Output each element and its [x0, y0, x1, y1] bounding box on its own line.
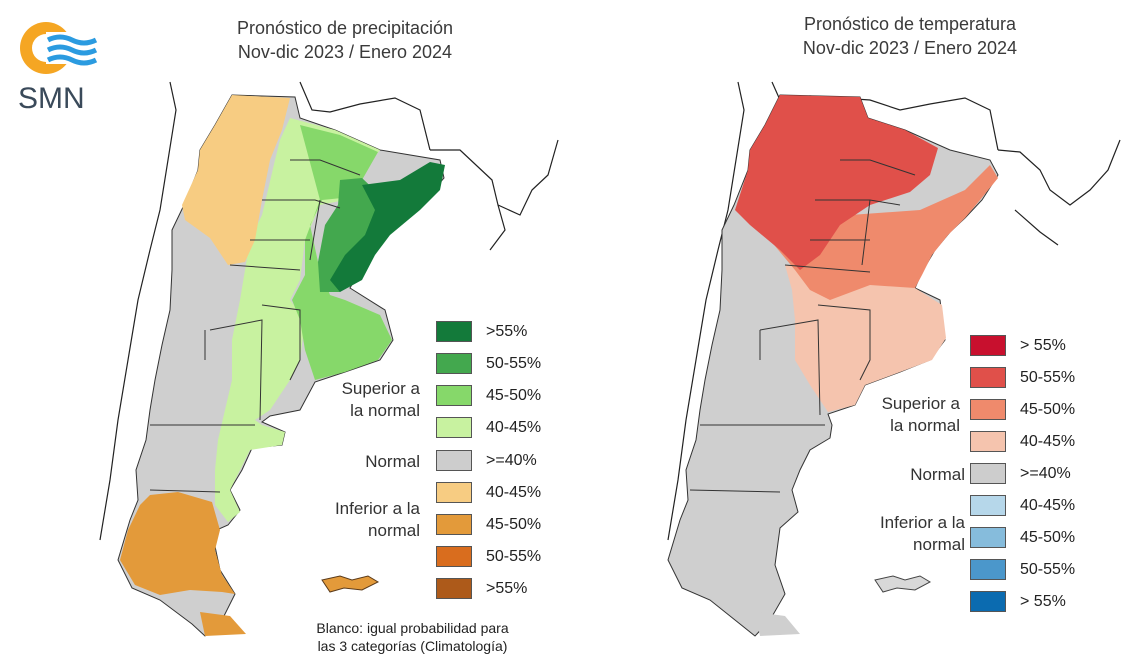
- malvinas-islands-temp: [874, 575, 932, 593]
- category-inferior-line1: Inferior a la: [334, 499, 420, 518]
- legend-item: >=40%: [436, 450, 537, 471]
- precipitation-title-line1: Pronóstico de precipitación: [236, 18, 454, 38]
- legend-item: 50-55%: [436, 546, 541, 567]
- precipitation-map: [99, 81, 559, 637]
- legend-label: 50-55%: [486, 547, 542, 565]
- province-borders-temp: [689, 159, 916, 493]
- legend-item: 45-50%: [970, 399, 1075, 420]
- above-normal-light: [215, 118, 380, 522]
- precipitation-title-line2: Nov-dic 2023 / Enero 2024: [237, 42, 453, 62]
- legend-swatch: [970, 335, 1006, 356]
- legend-item: >=40%: [970, 463, 1071, 484]
- neighbour-borders: [99, 81, 559, 541]
- category-superior-line1: Superior a: [341, 379, 420, 398]
- legend-label: > 55%: [1020, 336, 1066, 354]
- legend-label: 45-50%: [1020, 400, 1076, 418]
- legend-item: 40-45%: [970, 431, 1075, 452]
- category-superior-line2: la normal: [890, 416, 960, 435]
- legend-label: 50-55%: [486, 354, 542, 372]
- temperature-category-inferior: Inferior a la normal: [832, 512, 965, 556]
- legend-swatch: [436, 450, 472, 471]
- legend-swatch: [970, 527, 1006, 548]
- category-superior-line1: Superior a: [881, 394, 960, 413]
- legend-swatch: [970, 495, 1006, 516]
- below-normal-tierra-del-fuego: [200, 612, 246, 636]
- category-inferior-line1: Inferior a la: [879, 513, 965, 532]
- legend-item: 45-50%: [436, 514, 541, 535]
- legend-item: >55%: [436, 578, 527, 599]
- legend-item: >55%: [436, 321, 527, 342]
- temperature-title: Pronóstico de temperatura Nov-dic 2023 /…: [760, 12, 1060, 60]
- climatology-note: Blanco: igual probabilidad para las 3 ca…: [295, 619, 530, 655]
- legend-label: 40-45%: [486, 418, 542, 436]
- legend-swatch: [436, 482, 472, 503]
- legend-swatch: [436, 321, 472, 342]
- temperature-title-line1: Pronóstico de temperatura: [803, 14, 1017, 34]
- category-superior-line2: la normal: [350, 401, 420, 420]
- temp-40-45: [785, 265, 946, 412]
- note-line2: las 3 categorías (Climatología): [317, 638, 508, 654]
- temperature-category-superior: Superior a la normal: [840, 393, 960, 437]
- legend-item: 40-45%: [970, 495, 1075, 516]
- legend-label: >=40%: [486, 451, 537, 469]
- legend-label: 45-50%: [486, 515, 542, 533]
- legend-swatch: [436, 353, 472, 374]
- legend-item: > 55%: [970, 591, 1066, 612]
- legend-item: 50-55%: [970, 559, 1075, 580]
- legend-swatch: [436, 417, 472, 438]
- temp-45-50: [765, 165, 998, 300]
- temperature-map: [667, 81, 1121, 637]
- precipitation-category-inferior: Inferior a la normal: [290, 498, 420, 542]
- legend-item: 45-50%: [970, 527, 1075, 548]
- temperature-title-line2: Nov-dic 2023 / Enero 2024: [802, 38, 1018, 58]
- legend-item: 50-55%: [436, 353, 541, 374]
- category-inferior-line2: normal: [913, 535, 965, 554]
- logo-text: SMN: [18, 82, 85, 115]
- legend-label: 45-50%: [1020, 528, 1076, 546]
- legend-label: >55%: [486, 579, 528, 597]
- legend-label: 50-55%: [1020, 368, 1076, 386]
- legend-label: > 55%: [1020, 592, 1066, 610]
- temp-50-55: [735, 95, 938, 270]
- legend-swatch: [970, 463, 1006, 484]
- legend-label: >=40%: [1020, 464, 1071, 482]
- legend-swatch: [436, 514, 472, 535]
- legend-item: 50-55%: [970, 367, 1075, 388]
- smn-logo: SMN: [18, 18, 98, 118]
- province-borders: [149, 159, 361, 493]
- below-normal-nw: [182, 95, 290, 265]
- below-normal-south: [120, 492, 235, 595]
- precipitation-title: Pronóstico de precipitación Nov-dic 2023…: [195, 16, 495, 64]
- legend-swatch: [970, 367, 1006, 388]
- malvinas-islands: [321, 575, 380, 593]
- legend-label: 40-45%: [486, 483, 542, 501]
- legend-swatch: [970, 399, 1006, 420]
- legend-item: 45-50%: [436, 385, 541, 406]
- legend-swatch: [436, 546, 472, 567]
- precipitation-category-normal: Normal: [365, 452, 420, 471]
- legend-item: > 55%: [970, 335, 1066, 356]
- legend-swatch: [970, 591, 1006, 612]
- legend-label: 40-45%: [1020, 496, 1076, 514]
- note-line1: Blanco: igual probabilidad para: [316, 620, 509, 636]
- legend-swatch: [970, 559, 1006, 580]
- legend-label: >55%: [486, 322, 528, 340]
- above-normal-dark: [318, 178, 385, 292]
- legend-label: 40-45%: [1020, 432, 1076, 450]
- legend-swatch: [436, 385, 472, 406]
- legend-label: 50-55%: [1020, 560, 1076, 578]
- category-inferior-line2: normal: [368, 521, 420, 540]
- temperature-category-normal: Normal: [910, 465, 965, 484]
- legend-item: 40-45%: [436, 482, 541, 503]
- above-normal-darkest: [330, 162, 445, 292]
- temp-tdf-gray: [755, 612, 800, 636]
- above-normal-medium: [292, 125, 392, 380]
- legend-item: 40-45%: [436, 417, 541, 438]
- legend-swatch: [970, 431, 1006, 452]
- legend-swatch: [436, 578, 472, 599]
- precipitation-category-superior: Superior a la normal: [300, 378, 420, 422]
- legend-label: 45-50%: [486, 386, 542, 404]
- smn-logo-icon: [20, 22, 98, 74]
